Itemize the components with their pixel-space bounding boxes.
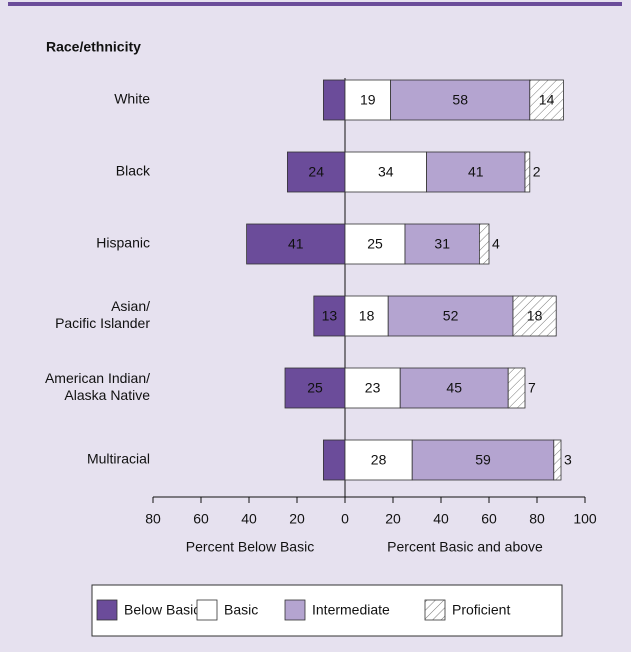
legend-label: Below Basic	[124, 602, 200, 618]
bar-segment	[512, 295, 557, 337]
bar-segment	[404, 223, 480, 265]
value-label: 52	[443, 308, 459, 324]
category-label: American Indian/	[45, 370, 150, 386]
value-label: 34	[378, 164, 394, 180]
category-label: Alaska Native	[64, 387, 150, 403]
x-tick-label: 40	[433, 511, 449, 527]
bar-segment	[284, 367, 346, 409]
bar-segment	[344, 367, 401, 409]
category-label: Asian/	[111, 298, 150, 314]
bar-segment	[553, 439, 562, 481]
x-tick-label: 80	[529, 511, 545, 527]
category-label: White	[114, 91, 150, 107]
x-tick-label: 0	[341, 511, 349, 527]
legend-label: Basic	[224, 602, 258, 618]
legend-box	[91, 584, 563, 637]
legend-label: Intermediate	[312, 602, 390, 618]
x-axis-label-left: Percent Below Basic	[186, 539, 314, 555]
value-label: 58	[452, 92, 468, 108]
value-label: 24	[308, 164, 324, 180]
bar-segment	[322, 439, 346, 481]
bar-segment	[390, 79, 531, 121]
bar-segment	[322, 79, 346, 121]
bar-segment	[507, 367, 526, 409]
x-tick-label: 60	[481, 511, 497, 527]
value-label: 28	[371, 452, 387, 468]
value-label: 14	[539, 92, 555, 108]
category-label: Black	[116, 163, 151, 179]
bar-segment	[411, 439, 555, 481]
bar-segment	[344, 223, 406, 265]
x-tick-label: 40	[241, 511, 257, 527]
value-label: 18	[527, 308, 543, 324]
value-label: 7	[528, 380, 536, 396]
x-tick-label: 100	[573, 511, 597, 527]
bar-segment	[478, 223, 490, 265]
category-label: Multiracial	[87, 451, 150, 467]
bar-segment	[246, 223, 346, 265]
legend-swatch	[424, 599, 446, 621]
value-label: 41	[288, 236, 304, 252]
legend-swatch	[96, 599, 118, 621]
bar-segment	[399, 367, 509, 409]
value-label: 25	[367, 236, 383, 252]
bar-segment	[286, 151, 346, 193]
category-label: Hispanic	[96, 235, 150, 251]
x-tick-label: 20	[385, 511, 401, 527]
bar-segment	[344, 439, 413, 481]
x-tick-label: 60	[193, 511, 209, 527]
value-label: 59	[475, 452, 491, 468]
bar-segment	[529, 79, 564, 121]
value-label: 4	[492, 236, 500, 252]
bar-segment	[344, 79, 391, 121]
x-tick-label: 80	[145, 511, 161, 527]
value-label: 3	[564, 452, 572, 468]
value-label: 19	[360, 92, 376, 108]
x-tick-label: 20	[289, 511, 305, 527]
legend-swatch	[284, 599, 306, 621]
value-label: 18	[359, 308, 375, 324]
value-label: 31	[434, 236, 450, 252]
bar-segment	[524, 151, 531, 193]
value-label: 25	[307, 380, 323, 396]
group-label: Race/ethnicity	[46, 39, 141, 55]
value-label: 13	[322, 308, 338, 324]
legend-swatch	[196, 599, 218, 621]
bar-segment	[387, 295, 514, 337]
bar-segment	[344, 295, 389, 337]
value-label: 23	[365, 380, 381, 396]
value-label: 41	[468, 164, 484, 180]
bar-segment	[344, 151, 427, 193]
x-axis-label-right: Percent Basic and above	[387, 539, 543, 555]
category-label: Pacific Islander	[55, 315, 150, 331]
legend-label: Proficient	[452, 602, 510, 618]
value-label: 45	[446, 380, 462, 396]
value-label: 2	[533, 164, 541, 180]
